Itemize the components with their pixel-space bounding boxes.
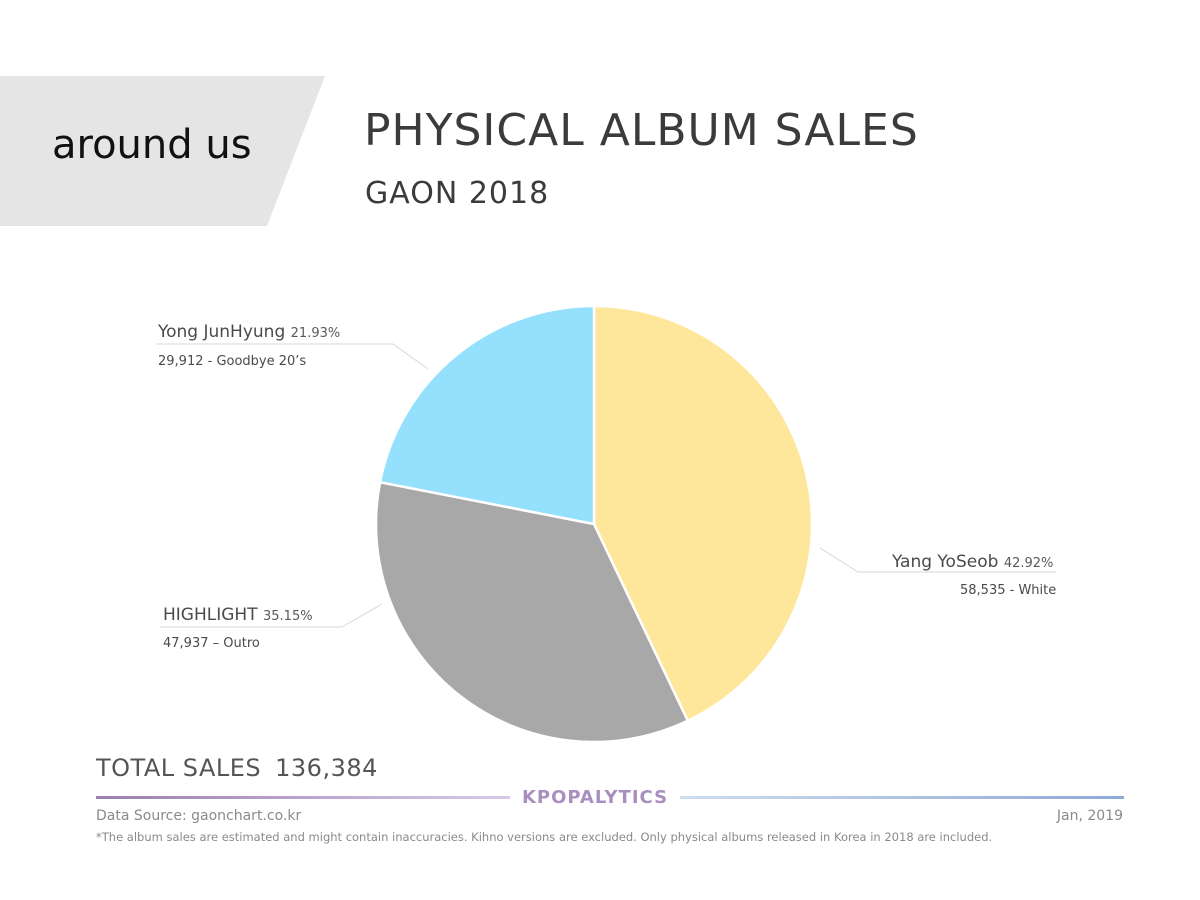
slice-percent: 35.15%: [263, 609, 313, 624]
slice-label-highlight: HIGHLIGHT 35.15%: [163, 604, 313, 628]
footer-brand: KPOPALYTICS: [521, 787, 669, 808]
total-sales-value: 136,384: [275, 754, 378, 782]
data-source: Data Source: gaonchart.co.kr: [96, 808, 302, 824]
slice-label-yong-junhyung: Yong JunHyung 21.93%: [158, 321, 340, 345]
slice-detail-yong-junhyung: 29,912 - Goodbye 20’s: [158, 354, 307, 369]
leader-line-highlight: [160, 603, 383, 628]
slice-percent: 42.92%: [1003, 556, 1054, 571]
slice-name: Yong JunHyung: [158, 322, 286, 342]
brand-logo-text: around us: [52, 122, 252, 168]
page-subtitle: GAON 2018: [365, 176, 550, 211]
total-sales-label: TOTAL SALES: [96, 754, 262, 782]
leader-line-yang-yoseob: [819, 547, 1056, 573]
pie-slice-highlight: [374, 480, 690, 744]
total-sales: TOTAL SALES 136,384: [96, 752, 378, 784]
pie-slice-yong-junhyung: [378, 304, 596, 526]
slice-name: HIGHLIGHT: [163, 605, 258, 625]
pie-slice-yang-yoseob: [592, 304, 814, 723]
slice-label-yang-yoseob: Yang YoSeob 42.92%: [892, 551, 1053, 575]
slice-percent: 21.93%: [290, 326, 341, 341]
slice-detail-yang-yoseob: 58,535 - White: [960, 583, 1057, 598]
footnote: *The album sales are estimated and might…: [96, 830, 993, 844]
publish-date: Jan, 2019: [1056, 808, 1123, 824]
slice-name: Yang YoSeob: [892, 552, 999, 572]
leader-line-yong-junhyung: [156, 343, 429, 370]
page-title: PHYSICAL ALBUM SALES: [364, 105, 919, 156]
slice-detail-highlight: 47,937 – Outro: [163, 636, 260, 651]
